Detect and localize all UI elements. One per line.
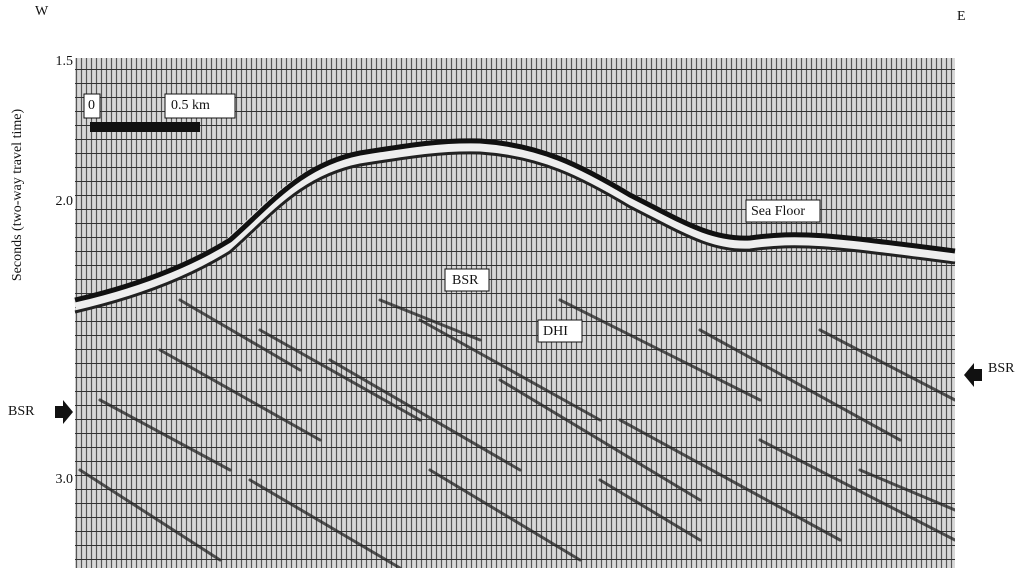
east-label: E: [957, 9, 966, 24]
y-tick-label: 3.0: [56, 472, 74, 487]
arrow-right: [55, 400, 73, 424]
scale-start: 0: [88, 98, 95, 113]
seismic-section: [75, 58, 955, 568]
y-tick-label: 2.0: [56, 194, 74, 209]
bsr-right-label: BSR: [988, 361, 1015, 376]
dhi-label: DHI: [543, 324, 568, 339]
west-label: W: [35, 4, 49, 19]
figure: W E Seconds (two-way travel time) 1.5 2.…: [0, 0, 1031, 568]
y-tick-label: 1.5: [56, 54, 74, 69]
arrow-left: [964, 363, 982, 387]
sea-floor-label: Sea Floor: [751, 204, 805, 219]
bsr-left-label: BSR: [8, 404, 35, 419]
bsr-label: BSR: [452, 273, 479, 288]
axis-label: Seconds (two-way travel time): [10, 109, 25, 282]
scale-end: 0.5 km: [171, 98, 210, 113]
